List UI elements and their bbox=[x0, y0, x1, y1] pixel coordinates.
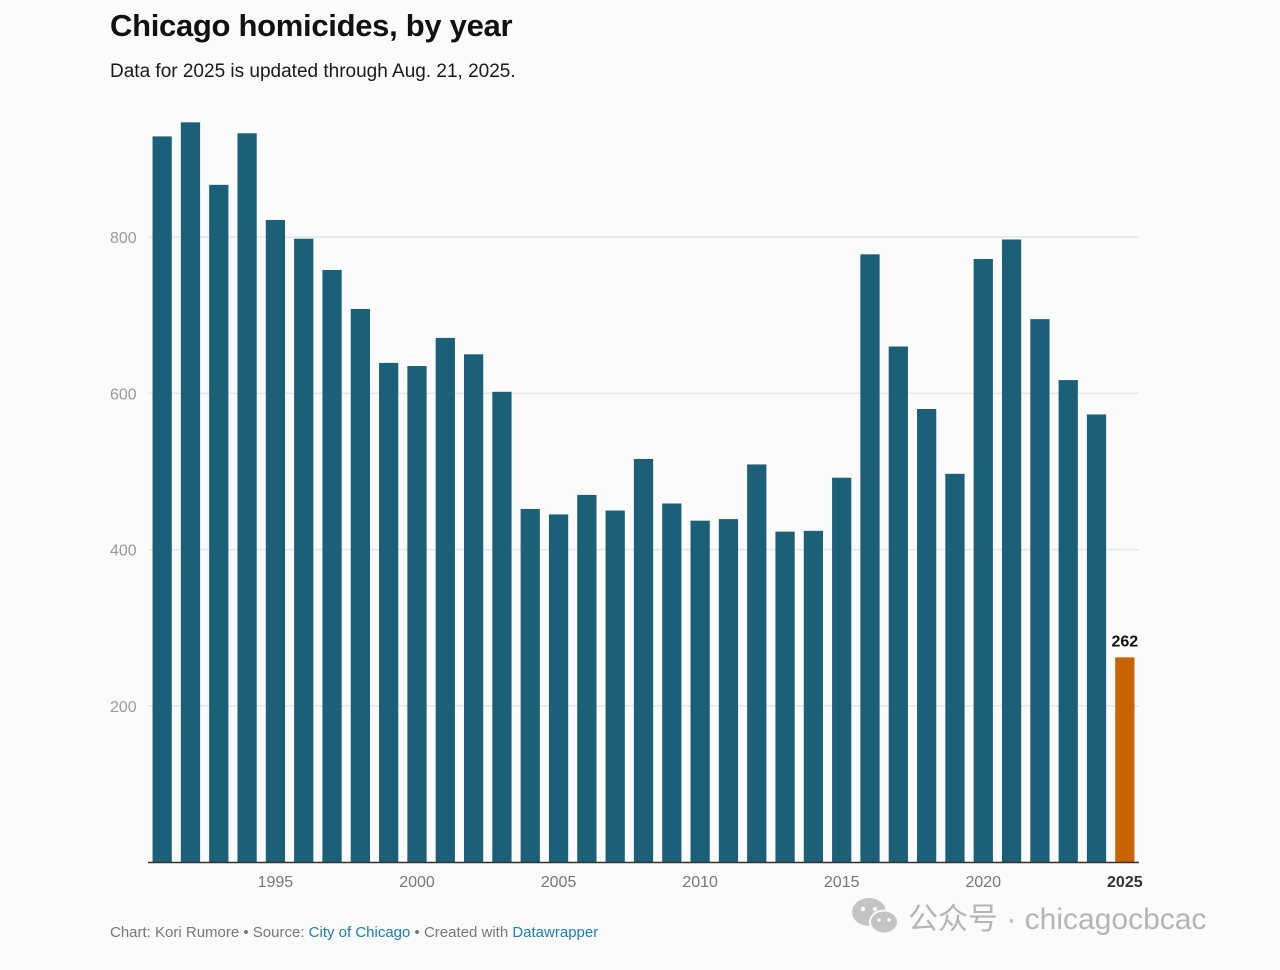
x-tick-label-2005: 2005 bbox=[541, 874, 577, 891]
bar-2012 bbox=[747, 464, 767, 862]
y-tick-label-800: 800 bbox=[110, 230, 137, 247]
footer-credit: Chart: Kori Rumore • Source: bbox=[110, 924, 309, 941]
bar-2010 bbox=[690, 520, 710, 862]
bar-2014 bbox=[803, 530, 824, 862]
bar-2004 bbox=[520, 508, 540, 862]
x-tick-label-1995: 1995 bbox=[258, 874, 294, 891]
bar-2009 bbox=[662, 503, 682, 862]
x-tick-label-2010: 2010 bbox=[682, 874, 718, 891]
bar-2015 bbox=[832, 477, 852, 862]
chart-footer: Chart: Kori Rumore • Source: City of Chi… bbox=[110, 924, 598, 941]
bar-2013 bbox=[775, 531, 795, 862]
bar-2024 bbox=[1086, 414, 1107, 862]
y-tick-label-400: 400 bbox=[110, 543, 137, 560]
bar-value-label-2025: 262 bbox=[1111, 633, 1138, 650]
watermark-text: 公众号 · chicagocbcac bbox=[908, 903, 1207, 936]
bar-2005 bbox=[548, 514, 569, 862]
data-labels: 262 bbox=[1111, 633, 1138, 650]
bar-2025 bbox=[1115, 657, 1135, 862]
chart-title: Chicago homicides, by year bbox=[110, 8, 513, 43]
bar-1996 bbox=[294, 238, 314, 863]
bar-2002 bbox=[463, 354, 484, 862]
source-link[interactable]: City of Chicago bbox=[308, 924, 411, 941]
bar-1994 bbox=[237, 133, 257, 862]
wechat-icon bbox=[852, 898, 899, 935]
bars bbox=[152, 122, 1135, 863]
bar-1992 bbox=[180, 122, 201, 863]
watermark: 公众号 · chicagocbcac bbox=[850, 894, 1206, 938]
bar-2023 bbox=[1058, 380, 1078, 862]
bar-2017 bbox=[888, 346, 908, 862]
bar-2016 bbox=[860, 254, 880, 862]
x-tick-label-2015: 2015 bbox=[824, 874, 860, 891]
datawrapper-link[interactable]: Datawrapper bbox=[512, 924, 599, 941]
x-axis-ticks: 1995 2000 2005 2010 2015 2020 2025 bbox=[258, 874, 1143, 891]
bar-2006 bbox=[577, 494, 597, 862]
bar-1999 bbox=[379, 362, 399, 862]
y-axis-ticks: 200 400 600 800 bbox=[110, 230, 137, 716]
bar-1993 bbox=[209, 184, 229, 862]
bar-2008 bbox=[633, 458, 654, 862]
bar-1995 bbox=[265, 219, 286, 862]
bar-2003 bbox=[492, 391, 512, 862]
footer-created-with: • Created with bbox=[410, 924, 513, 941]
x-tick-label-2000: 2000 bbox=[399, 874, 435, 891]
bar-1998 bbox=[350, 309, 370, 862]
x-tick-label-2025: 2025 bbox=[1107, 874, 1143, 891]
bar-1991 bbox=[152, 136, 172, 862]
y-tick-label-200: 200 bbox=[110, 699, 137, 716]
x-tick-label-2020: 2020 bbox=[965, 874, 1001, 891]
bar-2021 bbox=[1001, 239, 1022, 863]
bar-2020 bbox=[973, 259, 993, 863]
bar-2022 bbox=[1030, 319, 1050, 862]
bar-2019 bbox=[945, 473, 965, 862]
y-tick-label-600: 600 bbox=[110, 386, 137, 403]
bar-2001 bbox=[435, 337, 455, 862]
bar-2000 bbox=[407, 366, 427, 862]
bar-2007 bbox=[605, 510, 625, 862]
chart-subtitle: Data for 2025 is updated through Aug. 21… bbox=[110, 61, 516, 82]
bar-1997 bbox=[322, 269, 342, 862]
bar-chart: 200 400 600 800 262 1995 2000 2005 2010 2015 202… bbox=[110, 122, 1143, 891]
bar-2018 bbox=[917, 408, 937, 862]
bar-2011 bbox=[718, 519, 739, 862]
